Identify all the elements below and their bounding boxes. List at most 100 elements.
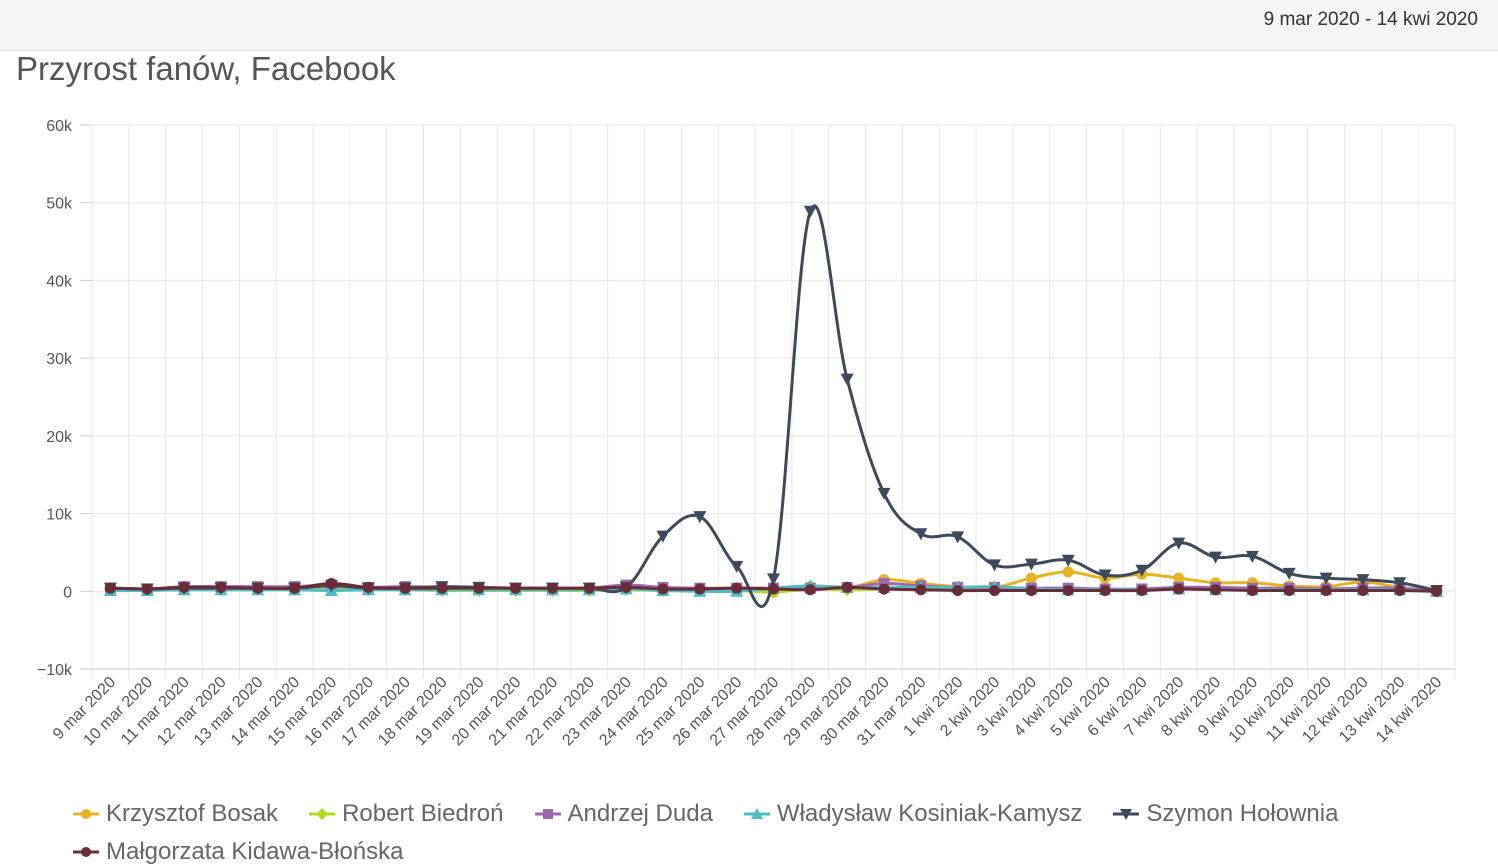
data-point[interactable] xyxy=(1062,566,1074,578)
legend-symbol xyxy=(309,808,336,820)
data-point[interactable] xyxy=(1025,572,1037,584)
data-point[interactable] xyxy=(1173,583,1185,595)
legend-marker[interactable] xyxy=(81,809,91,819)
data-point[interactable] xyxy=(1061,554,1075,567)
data-point[interactable] xyxy=(1320,585,1332,597)
data-point[interactable] xyxy=(215,581,227,593)
data-point[interactable] xyxy=(620,581,632,593)
legend-symbol xyxy=(534,809,561,819)
data-point[interactable] xyxy=(1246,585,1258,597)
legend-item[interactable]: Władysław Kosiniak-Kamysz xyxy=(743,798,1082,830)
legend-label: Robert Biedroń xyxy=(342,800,504,827)
data-point[interactable] xyxy=(841,581,853,593)
date-range-label[interactable]: 9 mar 2020 - 14 kwi 2020 xyxy=(1263,9,1478,30)
y-tick-label: 10k xyxy=(46,507,73,524)
data-point[interactable] xyxy=(878,583,890,595)
data-point[interactable] xyxy=(362,581,374,593)
data-point[interactable] xyxy=(546,582,558,594)
legend-marker[interactable] xyxy=(1120,809,1133,820)
y-tick-label: 40k xyxy=(46,273,73,290)
data-point[interactable] xyxy=(1245,550,1259,563)
data-point[interactable] xyxy=(915,584,927,596)
data-point[interactable] xyxy=(1025,585,1037,597)
y-tick-label: 30k xyxy=(46,351,73,368)
legend-item[interactable]: Krzysztof Bosak xyxy=(72,798,278,830)
data-point[interactable] xyxy=(252,582,264,594)
data-point[interactable] xyxy=(1173,572,1185,584)
data-point[interactable] xyxy=(399,582,411,594)
data-point[interactable] xyxy=(840,373,854,386)
data-point[interactable] xyxy=(694,583,706,595)
data-point[interactable] xyxy=(141,583,153,595)
data-point[interactable] xyxy=(583,582,595,594)
data-point[interactable] xyxy=(436,582,448,594)
data-point[interactable] xyxy=(914,528,928,541)
y-tick-label: 60k xyxy=(46,118,73,135)
chart-title: Przyrost fanów, Facebook xyxy=(16,50,396,87)
data-point[interactable] xyxy=(804,584,816,596)
data-point[interactable] xyxy=(768,583,779,595)
legend-label: Krzysztof Bosak xyxy=(106,800,279,827)
legend-marker[interactable] xyxy=(542,809,553,819)
data-point[interactable] xyxy=(1394,585,1406,597)
data-point[interactable] xyxy=(1099,585,1111,597)
data-point[interactable] xyxy=(1282,567,1296,580)
data-point[interactable] xyxy=(803,205,817,218)
data-point[interactable] xyxy=(730,560,744,573)
series-line xyxy=(110,204,1437,609)
legend-item[interactable]: Andrzej Duda xyxy=(534,798,713,830)
data-point[interactable] xyxy=(1210,584,1222,596)
data-point[interactable] xyxy=(1283,585,1295,597)
data-point[interactable] xyxy=(1136,585,1148,597)
data-point[interactable] xyxy=(1135,564,1149,577)
legend-symbol xyxy=(1113,809,1140,820)
legend-item[interactable]: Robert Biedroń xyxy=(308,798,504,830)
data-point[interactable] xyxy=(989,585,1001,597)
data-point[interactable] xyxy=(1209,551,1223,564)
data-point[interactable] xyxy=(988,559,1002,572)
data-point[interactable] xyxy=(1098,569,1112,582)
legend-marker[interactable] xyxy=(750,808,763,819)
chart-legend: Krzysztof Bosak Robert Biedroń Andrzej Dud… xyxy=(72,798,1472,868)
data-point[interactable] xyxy=(951,531,965,544)
data-point[interactable] xyxy=(289,582,301,594)
series-5 xyxy=(104,578,1443,597)
data-point[interactable] xyxy=(1357,585,1369,597)
data-point[interactable] xyxy=(693,511,707,524)
data-point[interactable] xyxy=(1319,572,1333,585)
data-point[interactable] xyxy=(1062,585,1074,597)
data-point[interactable] xyxy=(473,582,485,594)
data-point[interactable] xyxy=(767,573,780,586)
data-point[interactable] xyxy=(1024,558,1038,571)
legend-item[interactable]: Szymon Hołownia xyxy=(1112,798,1338,830)
data-point[interactable] xyxy=(325,578,337,590)
legend-symbol xyxy=(743,808,770,819)
data-point[interactable] xyxy=(1172,537,1186,550)
top-bar: 9 mar 2020 - 14 kwi 2020 xyxy=(0,0,1498,51)
data-point[interactable] xyxy=(877,487,891,500)
data-point[interactable] xyxy=(657,583,669,595)
data-point[interactable] xyxy=(656,530,670,543)
data-point[interactable] xyxy=(178,581,190,593)
y-tick-label: −10k xyxy=(37,662,73,679)
legend-marker[interactable] xyxy=(81,847,91,857)
data-point[interactable] xyxy=(1393,577,1407,590)
y-tick-label: 20k xyxy=(46,429,73,446)
data-point[interactable] xyxy=(731,582,743,594)
legend-symbol xyxy=(73,809,99,819)
legend-marker[interactable] xyxy=(316,808,329,820)
legend-label: Władysław Kosiniak-Kamysz xyxy=(776,800,1083,827)
legend-item[interactable]: Małgorzata Kidawa-Błońska xyxy=(72,836,403,868)
y-tick-label: 0 xyxy=(63,584,72,601)
legend-label: Andrzej Duda xyxy=(567,800,713,827)
legend-symbol xyxy=(73,847,99,857)
data-point[interactable] xyxy=(1431,585,1443,597)
data-point[interactable] xyxy=(104,582,116,594)
data-point[interactable] xyxy=(952,585,964,597)
legend-label: Małgorzata Kidawa-Błońska xyxy=(106,838,404,865)
data-point[interactable] xyxy=(1356,574,1370,587)
legend-label: Szymon Hołownia xyxy=(1146,800,1339,827)
data-point[interactable] xyxy=(510,582,522,594)
y-tick-label: 50k xyxy=(46,196,73,213)
